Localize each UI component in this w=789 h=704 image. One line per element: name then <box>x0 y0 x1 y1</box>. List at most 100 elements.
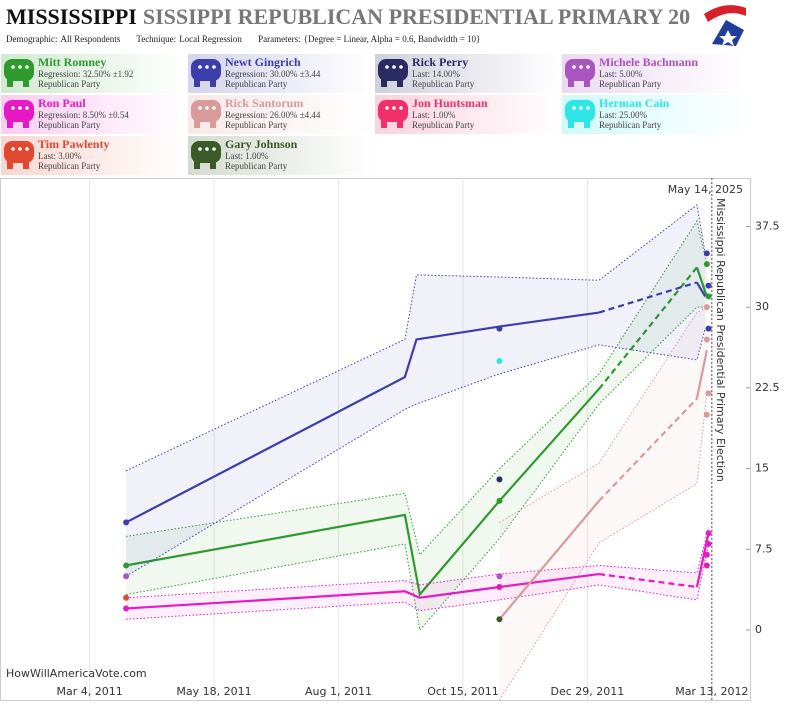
info-label: Parameters: <box>258 34 300 44</box>
legend-party: Republican Party <box>412 79 475 89</box>
legend-stat: Last: 3.00% <box>38 151 82 161</box>
legend-icon <box>210 161 216 169</box>
legend-name: Tim Pawlenty <box>38 137 109 151</box>
legend-icon <box>210 79 216 87</box>
legend-icon <box>392 65 396 69</box>
legend-party: Republican Party <box>599 79 662 89</box>
legend-icon <box>11 65 15 69</box>
legend-icon <box>210 120 216 128</box>
poll-point <box>123 562 130 569</box>
poll-point <box>123 594 130 601</box>
legend-name: Ron Paul <box>38 96 86 110</box>
trend-line <box>695 349 708 399</box>
legend-name: Michele Bachmann <box>599 55 698 69</box>
logo <box>700 0 750 50</box>
legend-icon <box>205 147 209 151</box>
trend-line <box>498 500 600 620</box>
legend-icon <box>25 147 29 151</box>
legend-icon <box>194 161 200 169</box>
legend-name: Newt Gingrich <box>225 55 301 69</box>
legend-icon <box>25 106 29 110</box>
annotation: May 14, 2025 <box>668 183 743 196</box>
poll-point <box>705 540 712 547</box>
legend-stat: Last: 14.00% <box>412 69 460 79</box>
legend-party: Republican Party <box>38 161 101 171</box>
title-sub: SISSIPPI REPUBLICAN PRESIDENTIAL PRIMARY… <box>143 4 690 29</box>
legend-icon <box>23 79 29 87</box>
legend-party: Republican Party <box>225 120 288 130</box>
legend-name: Jon Huntsman <box>412 96 488 110</box>
legend-icon <box>7 161 13 169</box>
trend-line <box>126 572 600 610</box>
poll-point <box>705 282 712 289</box>
info-value: Local Regression <box>179 34 242 44</box>
legend-icon <box>194 120 200 128</box>
legend-name: Mitt Romney <box>38 55 106 69</box>
legend-icon <box>205 106 209 110</box>
x-tick-label: Aug 1, 2011 <box>305 685 372 698</box>
trend-line <box>695 266 708 297</box>
trend-line <box>125 388 600 597</box>
legend-icon <box>378 59 408 81</box>
legend-icon <box>399 65 403 69</box>
band-edge <box>499 306 708 523</box>
legend-icon <box>584 120 590 128</box>
legend-icon <box>586 65 590 69</box>
legend-icon <box>381 120 387 128</box>
band-edge <box>126 219 708 556</box>
legend-icon <box>191 100 221 122</box>
poll-point <box>703 250 710 257</box>
poll-point <box>703 336 710 343</box>
legend-stat: Last: 5.00% <box>599 69 643 79</box>
legend-icon <box>194 79 200 87</box>
band-edge <box>125 204 706 472</box>
legend-icon <box>23 161 29 169</box>
legend-icon <box>381 79 387 87</box>
legend-icon <box>11 147 15 151</box>
legend-party: Republican Party <box>225 79 288 89</box>
y-tick-label: 7.5 <box>755 542 773 555</box>
legend-icon <box>572 106 576 110</box>
legend-icon <box>25 65 29 69</box>
legend-icon <box>565 59 595 81</box>
event-label: Mississippi Republican Presidential Prim… <box>714 198 727 482</box>
poll-point <box>123 605 130 612</box>
legend-icon <box>572 65 576 69</box>
legend-icon <box>568 79 574 87</box>
trend-line <box>695 281 707 297</box>
legend-icon <box>4 141 34 163</box>
x-tick-label: Oct 15, 2011 <box>427 685 499 698</box>
trend-line <box>598 281 698 314</box>
trend-line <box>598 397 698 502</box>
legend-icon <box>191 141 221 163</box>
poll-point <box>705 293 712 300</box>
trend-line <box>125 311 600 524</box>
poll-point <box>705 390 712 397</box>
legend-icon <box>392 106 396 110</box>
legend-stat: Regression: 32.50% ±1.92 <box>38 69 133 79</box>
legend-icon <box>7 120 13 128</box>
poll-point <box>705 325 712 332</box>
legend-icon <box>385 65 389 69</box>
legend-icon <box>23 120 29 128</box>
legend-icon <box>385 106 389 110</box>
poll-point <box>496 357 503 364</box>
legend-party: Republican Party <box>412 120 475 130</box>
poll-point <box>703 304 710 311</box>
legend-name: Rick Santorum <box>225 96 303 110</box>
legend-icon <box>11 106 15 110</box>
legend-name: Herman Cain <box>599 96 670 110</box>
title: MISSISSIPPI SISSIPPI REPUBLICAN PRESIDENT… <box>6 4 690 29</box>
band <box>499 307 707 700</box>
legend-stat: Last: 1.00% <box>412 110 456 120</box>
legend-stat: Regression: 30.00% ±3.44 <box>225 69 321 79</box>
legend-name: Gary Johnson <box>225 137 298 151</box>
legend-icon <box>212 147 216 151</box>
poll-point <box>123 573 130 580</box>
x-tick-label: Dec 29, 2011 <box>550 685 624 698</box>
info-line: Demographic: All Respondents Technique: Lo… <box>6 34 480 44</box>
legend-icon <box>4 100 34 122</box>
legend-icon <box>399 106 403 110</box>
legend-icon <box>198 106 202 110</box>
